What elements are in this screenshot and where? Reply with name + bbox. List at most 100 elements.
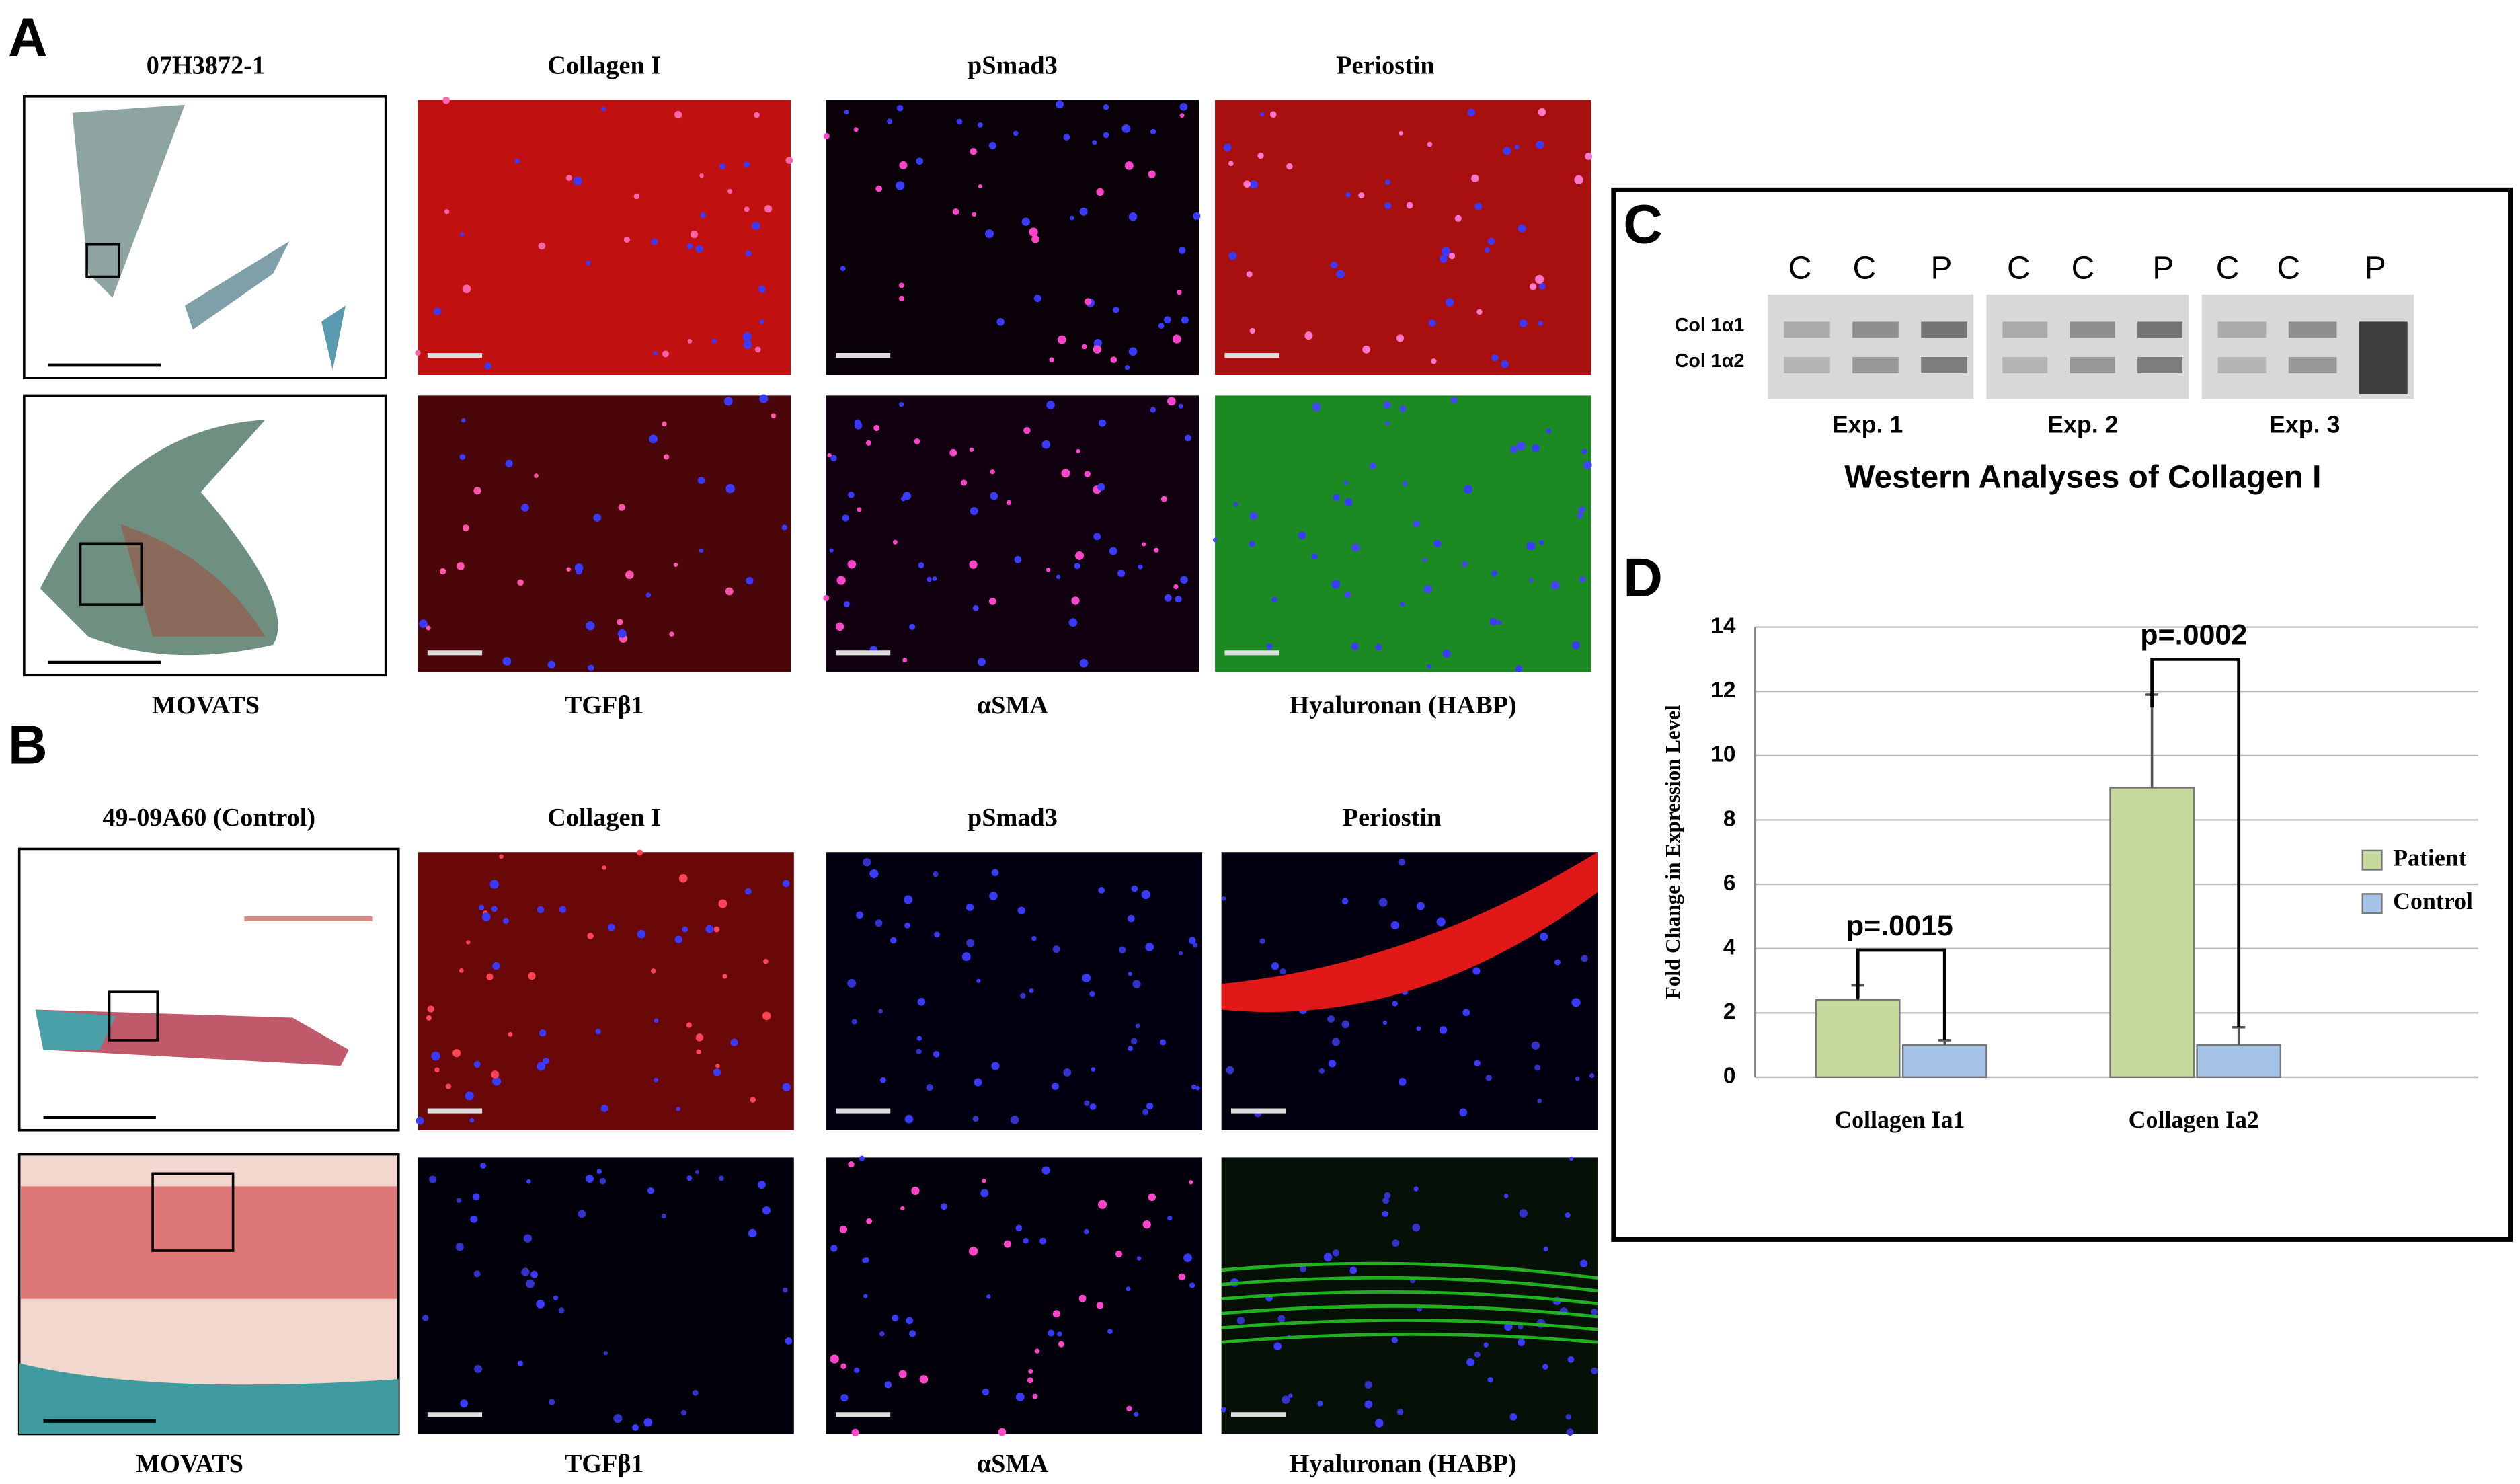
- label: P: [2152, 251, 2174, 286]
- band: [2137, 357, 2183, 373]
- nucleus: [1471, 174, 1479, 182]
- nucleus: [633, 193, 640, 200]
- nucleus: [466, 940, 471, 945]
- nucleus: [416, 1116, 424, 1125]
- nucleus: [1392, 1001, 1398, 1007]
- nucleus: [1431, 358, 1437, 364]
- nucleus: [1179, 247, 1186, 254]
- nucleus: [1097, 1200, 1107, 1209]
- nucleus: [427, 1005, 434, 1013]
- nucleus: [1249, 541, 1255, 547]
- micrograph: [826, 852, 1202, 1130]
- band: [2217, 321, 2267, 338]
- nucleus: [1091, 1067, 1096, 1072]
- bar: [2196, 1044, 2282, 1079]
- nucleus: [1396, 1409, 1404, 1415]
- band: [2002, 357, 2048, 373]
- nucleus: [991, 869, 999, 877]
- nucleus: [759, 319, 764, 325]
- nucleus: [1163, 316, 1171, 324]
- nucleus: [1398, 858, 1406, 866]
- nucleus: [523, 1234, 533, 1243]
- nucleus: [1550, 581, 1560, 590]
- nucleus: [1485, 1075, 1492, 1081]
- nucleus: [422, 1315, 429, 1321]
- nucleus: [1375, 643, 1382, 651]
- nucleus: [1571, 998, 1581, 1007]
- nucleus: [1344, 591, 1351, 598]
- nucleus: [1491, 570, 1497, 577]
- label: C: [2216, 251, 2240, 286]
- nucleus: [596, 1169, 602, 1174]
- nucleus: [1571, 641, 1580, 650]
- nucleus: [1052, 1310, 1060, 1318]
- nucleus: [878, 1009, 883, 1014]
- nucleus: [771, 413, 777, 418]
- nucleus: [751, 221, 760, 230]
- label: Col 1α2: [1675, 350, 1745, 372]
- nucleus: [1286, 163, 1293, 170]
- nucleus: [1145, 943, 1154, 951]
- nucleus: [865, 440, 871, 446]
- micrograph: [418, 395, 791, 672]
- nucleus: [1538, 108, 1546, 116]
- nucleus: [1089, 1103, 1097, 1110]
- nucleus: [1246, 271, 1253, 278]
- nucleus: [601, 106, 606, 112]
- label: P: [1931, 251, 1953, 286]
- nucleus: [505, 459, 513, 467]
- nucleus: [1010, 1116, 1019, 1124]
- nucleus: [730, 1038, 738, 1046]
- nucleus: [1249, 180, 1258, 189]
- micrograph: [826, 100, 1199, 375]
- nucleus: [530, 1270, 538, 1278]
- nucleus: [970, 147, 977, 155]
- band: [1921, 357, 1967, 373]
- label: Periostin: [1336, 52, 1435, 80]
- nucleus: [1029, 988, 1034, 994]
- nucleus: [462, 284, 471, 294]
- nucleus: [663, 454, 670, 460]
- nucleus: [637, 929, 646, 939]
- nucleus: [1277, 1315, 1286, 1323]
- nucleus: [916, 1048, 922, 1054]
- nucleus: [595, 1029, 601, 1035]
- tissue: [19, 1363, 399, 1434]
- nucleus: [1454, 214, 1462, 222]
- nucleus: [764, 205, 773, 213]
- band: [2137, 321, 2183, 338]
- nucleus: [492, 962, 500, 970]
- band: [2217, 357, 2267, 373]
- nucleus: [754, 112, 760, 118]
- nucleus: [1178, 1273, 1186, 1281]
- label: C: [2007, 251, 2031, 286]
- nucleus: [904, 922, 910, 929]
- nucleus: [847, 560, 857, 569]
- nucleus: [1566, 1428, 1574, 1436]
- nucleus: [1462, 1009, 1470, 1017]
- nucleus: [1096, 1302, 1104, 1309]
- nucleus: [1466, 1358, 1475, 1366]
- nucleus: [419, 619, 428, 628]
- nucleus: [1096, 188, 1104, 196]
- nucleus: [1526, 541, 1536, 551]
- nucleus: [1249, 327, 1255, 334]
- nucleus: [1398, 1077, 1407, 1086]
- label: pSmad3: [968, 52, 1058, 80]
- nucleus: [543, 1057, 549, 1064]
- nucleus: [1160, 1039, 1166, 1046]
- nucleus: [1514, 145, 1520, 149]
- nucleus: [1046, 568, 1051, 572]
- band: [1921, 321, 1967, 338]
- nucleus: [1098, 419, 1106, 427]
- nucleus: [1185, 434, 1191, 442]
- nucleus: [1179, 103, 1188, 111]
- nucleus: [713, 1068, 721, 1077]
- nucleus: [1529, 283, 1537, 290]
- nucleus: [1079, 658, 1089, 668]
- y-axis-title: Fold Change in Expression Level: [1661, 705, 1684, 999]
- nucleus: [1126, 1286, 1131, 1292]
- nucleus: [1260, 112, 1265, 117]
